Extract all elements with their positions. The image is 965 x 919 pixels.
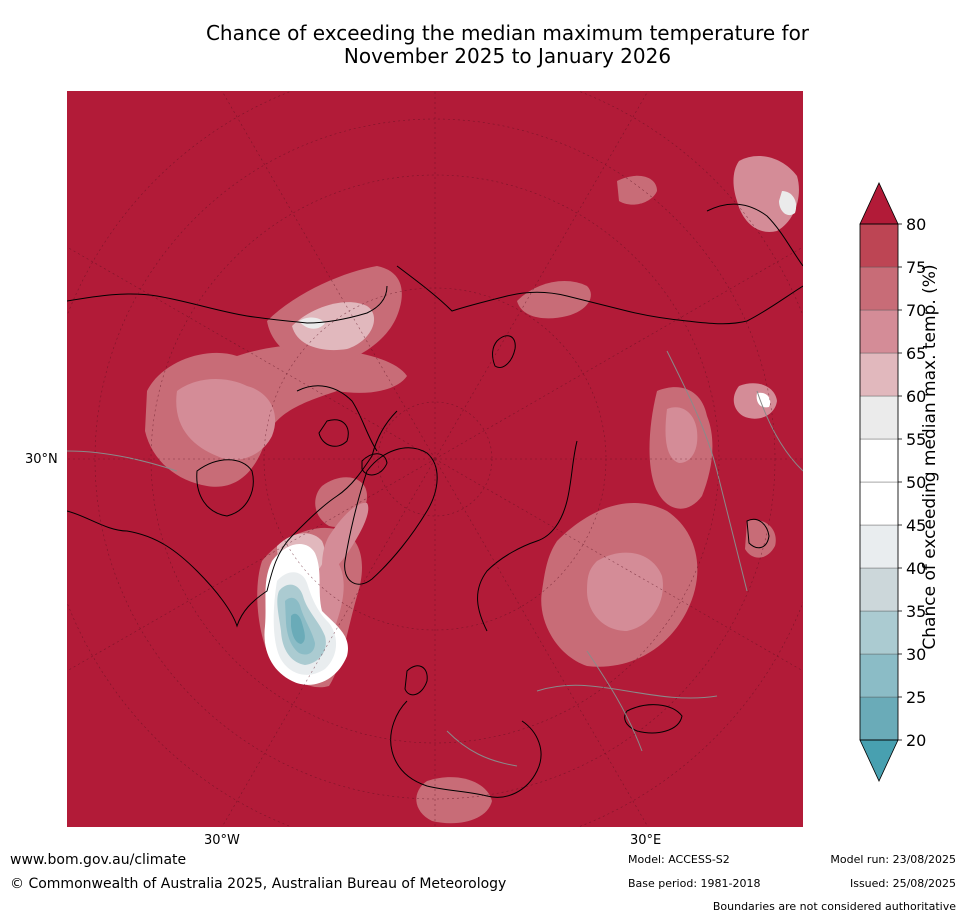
colorbar-tick-label: 80 <box>906 215 926 234</box>
patch-far-east <box>617 175 657 205</box>
patch-central-asia-light <box>665 407 698 463</box>
colorbar-tick-label: 60 <box>906 387 926 406</box>
colorbar-bands <box>859 223 899 741</box>
colorbar-tick-label: 50 <box>906 473 926 492</box>
coast-north-america <box>67 410 398 628</box>
coast-british-isles <box>404 665 428 696</box>
colorbar-tick-label: 35 <box>906 602 926 621</box>
coast-east-asia <box>706 203 803 267</box>
colorbar-tick-label: 40 <box>906 559 926 578</box>
border-4 <box>446 730 518 767</box>
coast-greenland <box>344 447 438 585</box>
colorbar-ticks: 20 25 30 35 40 45 50 55 60 65 70 75 80 <box>898 215 926 750</box>
graticule <box>67 91 803 827</box>
colorbar-title: Chance of exceeding median max. temp. (%… <box>920 264 940 650</box>
graticule-meridian-150e <box>434 91 649 460</box>
map-title: Chance of exceeding the median maximum t… <box>60 22 955 68</box>
footer-issued: Issued: 25/08/2025 <box>849 877 956 890</box>
coast-novaya-zemlya <box>492 335 516 368</box>
graticule-meridian-30e <box>434 458 649 827</box>
colorbar-band <box>859 438 899 483</box>
colorbar-band <box>859 395 899 440</box>
borders <box>67 350 803 767</box>
coast-alaska <box>67 285 388 324</box>
colorbar-band <box>859 567 899 612</box>
graticule-meridian-120w <box>67 246 436 460</box>
colorbar-band <box>859 223 899 268</box>
colorbar-band <box>859 266 899 311</box>
patch-caspian <box>745 520 776 558</box>
lon-label-30w: 30°W <box>204 833 240 848</box>
patch-siberia-coast <box>517 281 591 319</box>
coast-hudson-bay <box>196 459 254 517</box>
graticule-meridian-60w <box>67 458 436 672</box>
coast-caspian <box>746 518 770 549</box>
colorbar-tick-label: 70 <box>906 301 926 320</box>
coast-black-sea <box>624 704 683 734</box>
patch-tibet <box>733 383 777 419</box>
footer-model: Model: ACCESS-S2 <box>628 853 730 866</box>
border-2 <box>666 350 748 592</box>
footer-base-period: Base period: 1981-2018 <box>628 877 761 890</box>
coast-europe-west <box>390 700 542 798</box>
colorbar-band <box>859 610 899 655</box>
patch-mediterranean <box>416 777 492 824</box>
colorbar-tick-label: 45 <box>906 516 926 535</box>
border-1 <box>536 684 718 699</box>
colorbar-tick-label: 25 <box>906 688 926 707</box>
patch-alaska-light <box>176 379 276 460</box>
map-title-line2: November 2025 to January 2026 <box>343 44 672 68</box>
map-title-line1: Chance of exceeding the median maximum t… <box>205 21 810 45</box>
border-3 <box>586 650 643 752</box>
patch-greenland-east <box>322 502 369 572</box>
coast-scandinavia <box>477 440 578 632</box>
border-5 <box>67 450 178 472</box>
colorbar-under-arrow <box>859 739 899 782</box>
patch-tibet-white <box>756 392 771 408</box>
colorbar-band <box>859 696 899 741</box>
border-6 <box>756 390 803 472</box>
patch-bering-light <box>292 302 375 351</box>
coast-siberia <box>396 265 803 325</box>
colorbar-band <box>859 524 899 569</box>
colorbar-band <box>859 653 899 698</box>
graticule-meridian-150w <box>221 91 436 460</box>
lon-label-30e: 30°E <box>630 833 662 848</box>
graticule-lat-40 <box>150 174 720 744</box>
polar-map <box>67 91 803 827</box>
patch-japan <box>733 156 799 232</box>
patch-russia-west-light <box>587 552 663 631</box>
patch-atlantic-cool3 <box>291 613 305 644</box>
colorbar: 20 25 30 35 40 45 50 55 60 65 70 75 80 <box>859 182 926 782</box>
graticule-meridian-30w <box>221 458 436 827</box>
graticule-meridian-120e <box>434 246 803 460</box>
colorbar-tick-label: 30 <box>906 645 926 664</box>
colorbar-band <box>859 309 899 354</box>
colorbar-tick-label: 65 <box>906 344 926 363</box>
footer-boundaries: Boundaries are not considered authoritat… <box>712 900 956 913</box>
colorbar-tick-label: 75 <box>906 258 926 277</box>
lat-label-30n: 30°N <box>25 452 58 467</box>
colorbar-band <box>859 481 899 526</box>
footer-url[interactable]: www.bom.gov.au/climate <box>10 852 187 868</box>
patch-japan-white <box>779 191 797 216</box>
coastlines <box>67 203 803 798</box>
footer-copyright: © Commonwealth of Australia 2025, Austra… <box>10 876 507 892</box>
colorbar-band <box>859 352 899 397</box>
graticule-meridian-60e <box>434 458 803 672</box>
probability-patches <box>145 156 799 824</box>
colorbar-tick-label: 55 <box>906 430 926 449</box>
colorbar-over-arrow <box>859 182 899 225</box>
colorbar-tick-label: 20 <box>906 731 926 750</box>
footer-model-run: Model run: 23/08/2025 <box>830 853 956 866</box>
